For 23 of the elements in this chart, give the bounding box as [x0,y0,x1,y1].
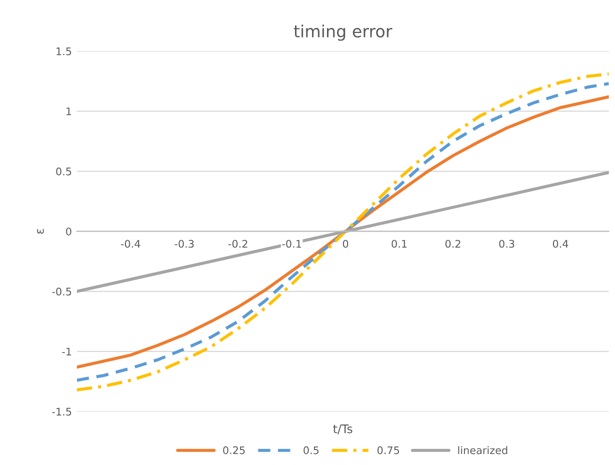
y-tick-label: 1.5 [56,48,72,56]
line-series [76,170,609,293]
y-axis-title: ε [37,228,44,234]
x-tick-label: 0.2 [445,240,460,248]
x-tick-label: 0.3 [499,240,514,248]
y-tick-label: -1 [62,348,72,356]
y-tick-label: 0 [66,228,72,236]
y-tick-label: -0.5 [52,288,72,296]
y-tick-label: -1.5 [52,408,72,416]
legend-label: linearized [458,446,508,454]
chart-title: timing error [294,24,392,41]
legend-label: 0.75 [377,446,400,454]
legend-label: 0.25 [223,446,245,454]
x-tick-label: -0.3 [174,240,194,248]
y-tick-label: 0.5 [56,168,72,176]
y-tick-label: 1 [66,108,72,116]
x-tick-label: 0.4 [552,240,568,248]
legend-label: 0.5 [304,446,319,454]
x-tick-label: 0 [342,240,348,248]
x-tick-label: -0.2 [228,240,248,248]
x-tick-label: -0.4 [120,240,140,248]
x-axis-title: t/Ts [333,424,352,434]
x-tick-label: 0.1 [392,240,407,248]
